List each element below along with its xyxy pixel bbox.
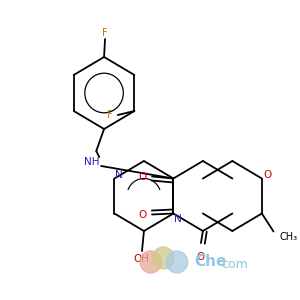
Text: O: O xyxy=(197,252,205,262)
Circle shape xyxy=(140,251,161,273)
Text: F: F xyxy=(107,110,113,120)
Text: F: F xyxy=(102,28,108,38)
Text: N: N xyxy=(116,170,123,181)
Text: O: O xyxy=(264,170,272,181)
Circle shape xyxy=(166,251,188,273)
Text: com: com xyxy=(222,257,248,271)
Text: NH: NH xyxy=(84,157,99,167)
Text: Che: Che xyxy=(194,254,227,269)
Text: CH₃: CH₃ xyxy=(279,232,298,242)
Text: OH: OH xyxy=(133,254,149,264)
Text: O: O xyxy=(138,172,146,182)
Circle shape xyxy=(153,247,174,269)
Text: N: N xyxy=(174,214,182,224)
Text: O: O xyxy=(138,209,146,220)
